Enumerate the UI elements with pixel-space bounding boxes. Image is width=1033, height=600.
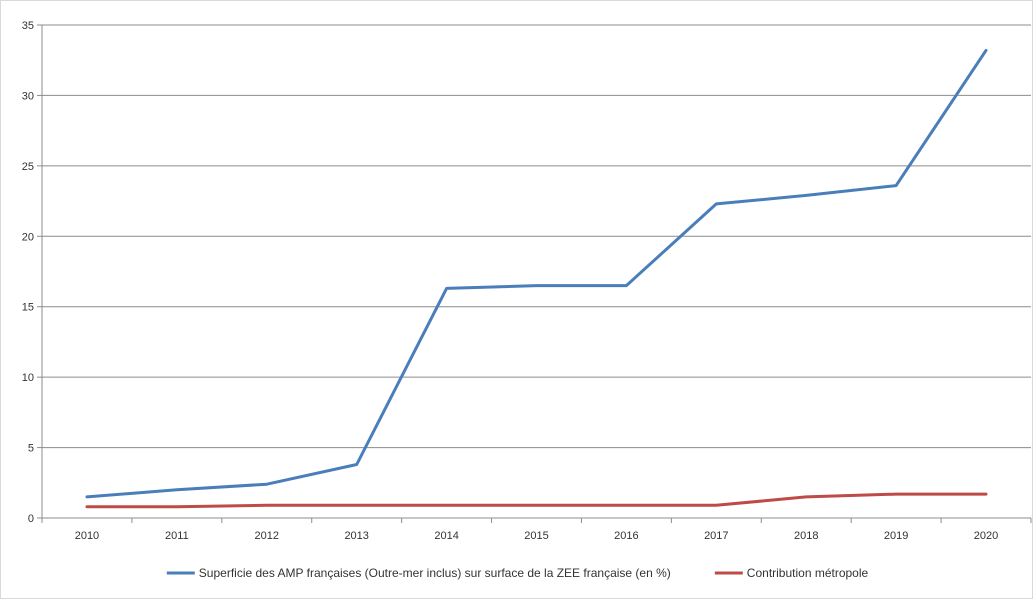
y-tick-label: 10 xyxy=(22,372,34,384)
legend-label: Contribution métropole xyxy=(747,566,869,580)
x-tick-label: 2020 xyxy=(974,530,998,542)
y-tick-label: 15 xyxy=(22,302,34,314)
x-tick-label: 2015 xyxy=(524,530,548,542)
y-tick-label: 35 xyxy=(22,20,34,32)
legend-entry-1: Superficie des AMP françaises (Outre-mer… xyxy=(167,566,671,580)
x-tick-label: 2019 xyxy=(884,530,908,542)
x-tick-label: 2013 xyxy=(344,530,368,542)
legend: Superficie des AMP françaises (Outre-mer… xyxy=(167,566,869,580)
x-axis-ticks: 2010 2011 2012 2013 2014 2015 2016 2017 2018 2019… xyxy=(42,518,1031,542)
series-lines xyxy=(87,50,986,507)
y-axis-ticks: 0 5 10 15 20 25 30 35 xyxy=(22,20,42,525)
y-tick-label: 30 xyxy=(22,90,34,102)
series-line-1 xyxy=(87,50,986,497)
x-tick-label: 2010 xyxy=(75,530,99,542)
y-tick-label: 5 xyxy=(28,443,34,455)
gridlines xyxy=(42,25,1031,448)
x-tick-label: 2018 xyxy=(794,530,818,542)
y-tick-label: 0 xyxy=(28,513,34,525)
x-tick-label: 2017 xyxy=(704,530,728,542)
y-tick-label: 25 xyxy=(22,161,34,173)
x-tick-label: 2014 xyxy=(434,530,458,542)
x-tick-label: 2012 xyxy=(255,530,279,542)
legend-entry-2: Contribution métropole xyxy=(715,566,869,580)
legend-label: Superficie des AMP françaises (Outre-mer… xyxy=(199,566,671,580)
series-line-2 xyxy=(87,494,986,507)
x-tick-label: 2016 xyxy=(614,530,638,542)
x-tick-label: 2011 xyxy=(165,530,189,542)
y-tick-label: 20 xyxy=(22,231,34,243)
axes xyxy=(42,25,1031,518)
